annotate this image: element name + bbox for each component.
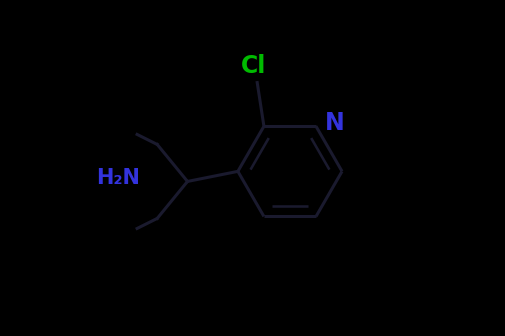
Text: Cl: Cl [241, 53, 266, 78]
Text: H₂N: H₂N [96, 168, 140, 188]
Text: N: N [324, 111, 343, 135]
